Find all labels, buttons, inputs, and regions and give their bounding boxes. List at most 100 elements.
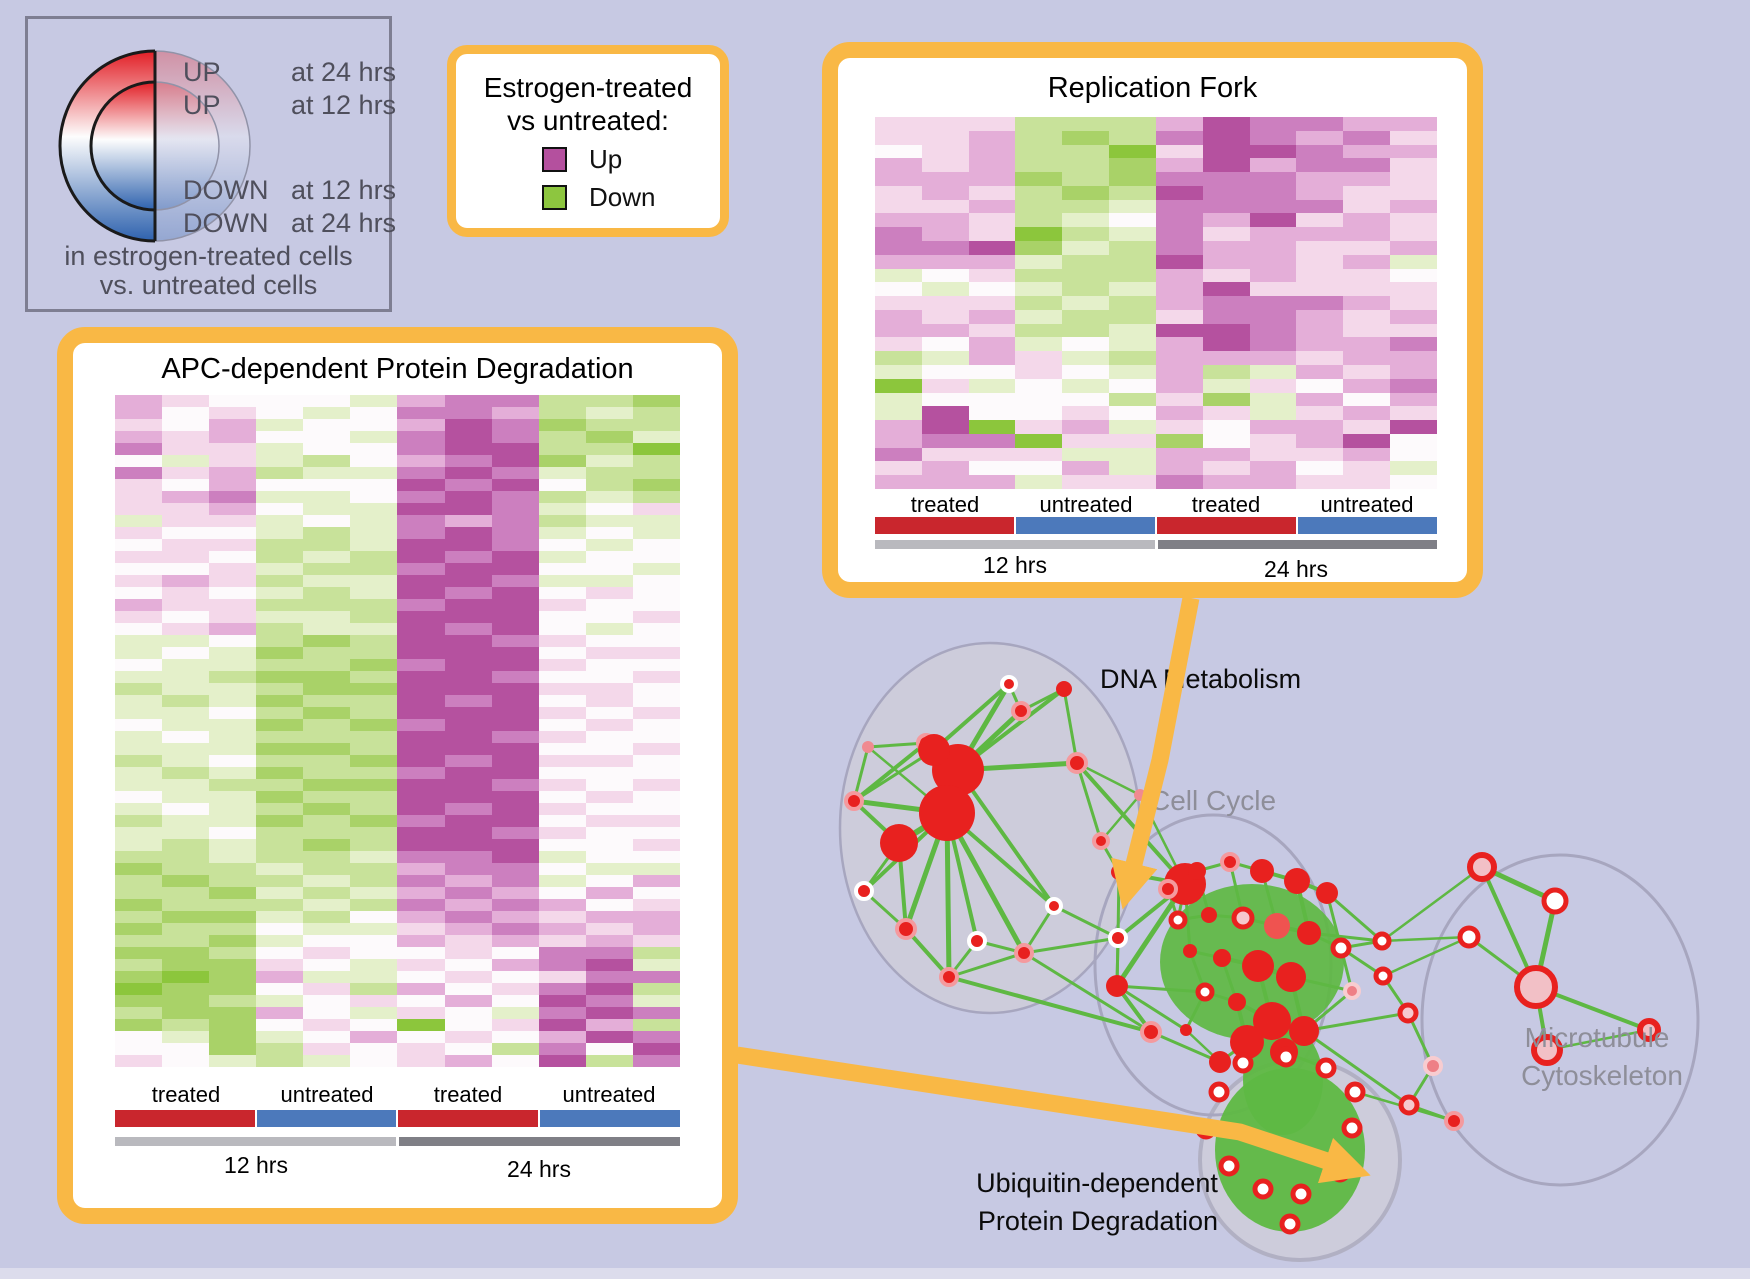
- heatmap-cell: [585, 767, 633, 779]
- heatmap-cell: [1249, 144, 1297, 159]
- heatmap-cell: [1343, 296, 1391, 310]
- heatmap-cell: [303, 911, 351, 923]
- heatmap-cell: [875, 392, 922, 407]
- heatmap-cell: [585, 587, 633, 599]
- gene-node: [1253, 1002, 1291, 1040]
- rf-24hrs-bar: [1158, 540, 1437, 549]
- heatmap-cell: [162, 935, 210, 947]
- heatmap-cell: [1109, 364, 1156, 379]
- heatmap-cell: [875, 130, 922, 145]
- heatmap-cell: [1343, 158, 1391, 173]
- heatmap-cell: [1015, 392, 1063, 407]
- rf-12hrs-label: 12 hrs: [983, 552, 1047, 578]
- heatmap-cell: [538, 431, 586, 443]
- heatmap-cell: [632, 839, 680, 851]
- heatmap-cell: [444, 803, 492, 815]
- heatmap-cell: [585, 971, 633, 983]
- heatmap-cell: [1202, 378, 1250, 393]
- legend-up-24-word: UP: [183, 57, 221, 87]
- heatmap-cell: [397, 407, 445, 419]
- network-edge: [1075, 761, 1187, 886]
- legend-footer-line1: in estrogen-treated cells: [64, 241, 353, 271]
- heatmap-cell: [1202, 475, 1250, 489]
- heatmap-cell: [538, 563, 586, 575]
- heatmap-cell: [115, 767, 163, 779]
- heatmap-cell: [1202, 323, 1250, 338]
- gene-node: [1637, 1018, 1661, 1042]
- heatmap-cell: [256, 863, 304, 875]
- heatmap-cell: [209, 743, 257, 755]
- heatmap-cell: [444, 755, 492, 767]
- heatmap-cell: [1202, 337, 1250, 352]
- heatmap-cell: [162, 563, 210, 575]
- heatmap-cell: [1202, 364, 1250, 379]
- heatmap-cell: [162, 695, 210, 707]
- heatmap-cell: [538, 455, 586, 467]
- network-edge: [1380, 935, 1471, 943]
- heatmap-cell: [921, 420, 969, 434]
- heatmap-cell: [303, 947, 351, 959]
- heatmap-cell: [209, 731, 257, 743]
- heatmap-cell: [444, 635, 492, 647]
- heatmap-cell: [256, 659, 304, 671]
- heatmap-cell: [491, 719, 539, 731]
- heatmap-cell: [632, 491, 680, 503]
- heatmap-cell: [1062, 364, 1110, 379]
- heatmap-cell: [491, 923, 539, 935]
- heatmap-cell: [538, 671, 586, 683]
- heatmap-cell: [209, 935, 257, 947]
- heatmap-cell: [875, 447, 922, 462]
- heatmap-cell: [1390, 475, 1437, 489]
- heatmap-cell: [585, 851, 633, 863]
- heatmap-cell: [115, 647, 163, 659]
- heatmap-cell: [209, 815, 257, 827]
- heatmap-cell: [115, 815, 163, 827]
- gene-node: [1213, 949, 1231, 967]
- heatmap-cell: [1109, 392, 1156, 407]
- heatmap-cell: [538, 491, 586, 503]
- network-edge: [1149, 1030, 1222, 1064]
- heatmap-cell: [1296, 268, 1344, 283]
- heatmap-cell: [397, 527, 445, 539]
- network-edge: [1307, 931, 1384, 943]
- heatmap-cell: [491, 1019, 539, 1031]
- heatmap-cell: [1249, 282, 1297, 297]
- heatmap-cell: [256, 1031, 304, 1043]
- heatmap-cell: [209, 983, 257, 995]
- heatmap-cell: [1015, 254, 1063, 269]
- heatmap-cell: [538, 695, 586, 707]
- heatmap-cell: [921, 337, 969, 352]
- heatmap-cell: [162, 659, 210, 671]
- heatmap-cell: [538, 623, 586, 635]
- heatmap-cell: [162, 863, 210, 875]
- heatmap-cell: [444, 575, 492, 587]
- heatmap-cell: [1015, 337, 1063, 352]
- heatmap-cell: [115, 863, 163, 875]
- heatmap-cell: [350, 995, 398, 1007]
- heatmap-cell: [256, 743, 304, 755]
- heatmap-cell: [632, 1019, 680, 1031]
- heatmap-cell: [162, 503, 210, 515]
- cluster-label-ubiquitin-line1: Ubiquitin-dependent: [976, 1168, 1218, 1198]
- heatmap-cell: [1155, 296, 1203, 310]
- heatmap-cell: [632, 935, 680, 947]
- heatmap-cell: [491, 863, 539, 875]
- heatmap-cell: [1390, 461, 1437, 476]
- heatmap-cell: [491, 563, 539, 575]
- heatmap-cell: [538, 1019, 586, 1031]
- heatmap-cell: [538, 827, 586, 839]
- heatmap-cell: [303, 395, 351, 407]
- network-edge: [956, 768, 1056, 908]
- heatmap-cell: [585, 623, 633, 635]
- heatmap-cell: [538, 659, 586, 671]
- gene-node: [1220, 852, 1240, 872]
- heatmap-cell: [1155, 420, 1203, 434]
- heatmap-cell: [632, 719, 680, 731]
- heatmap-cell: [444, 671, 492, 683]
- heatmap-cell: [632, 959, 680, 971]
- heatmap-cell: [1062, 268, 1110, 283]
- heatmap-cell: [209, 659, 257, 671]
- heatmap-cell: [585, 611, 633, 623]
- heatmap-cell: [1202, 254, 1250, 269]
- heatmap-cell: [350, 455, 398, 467]
